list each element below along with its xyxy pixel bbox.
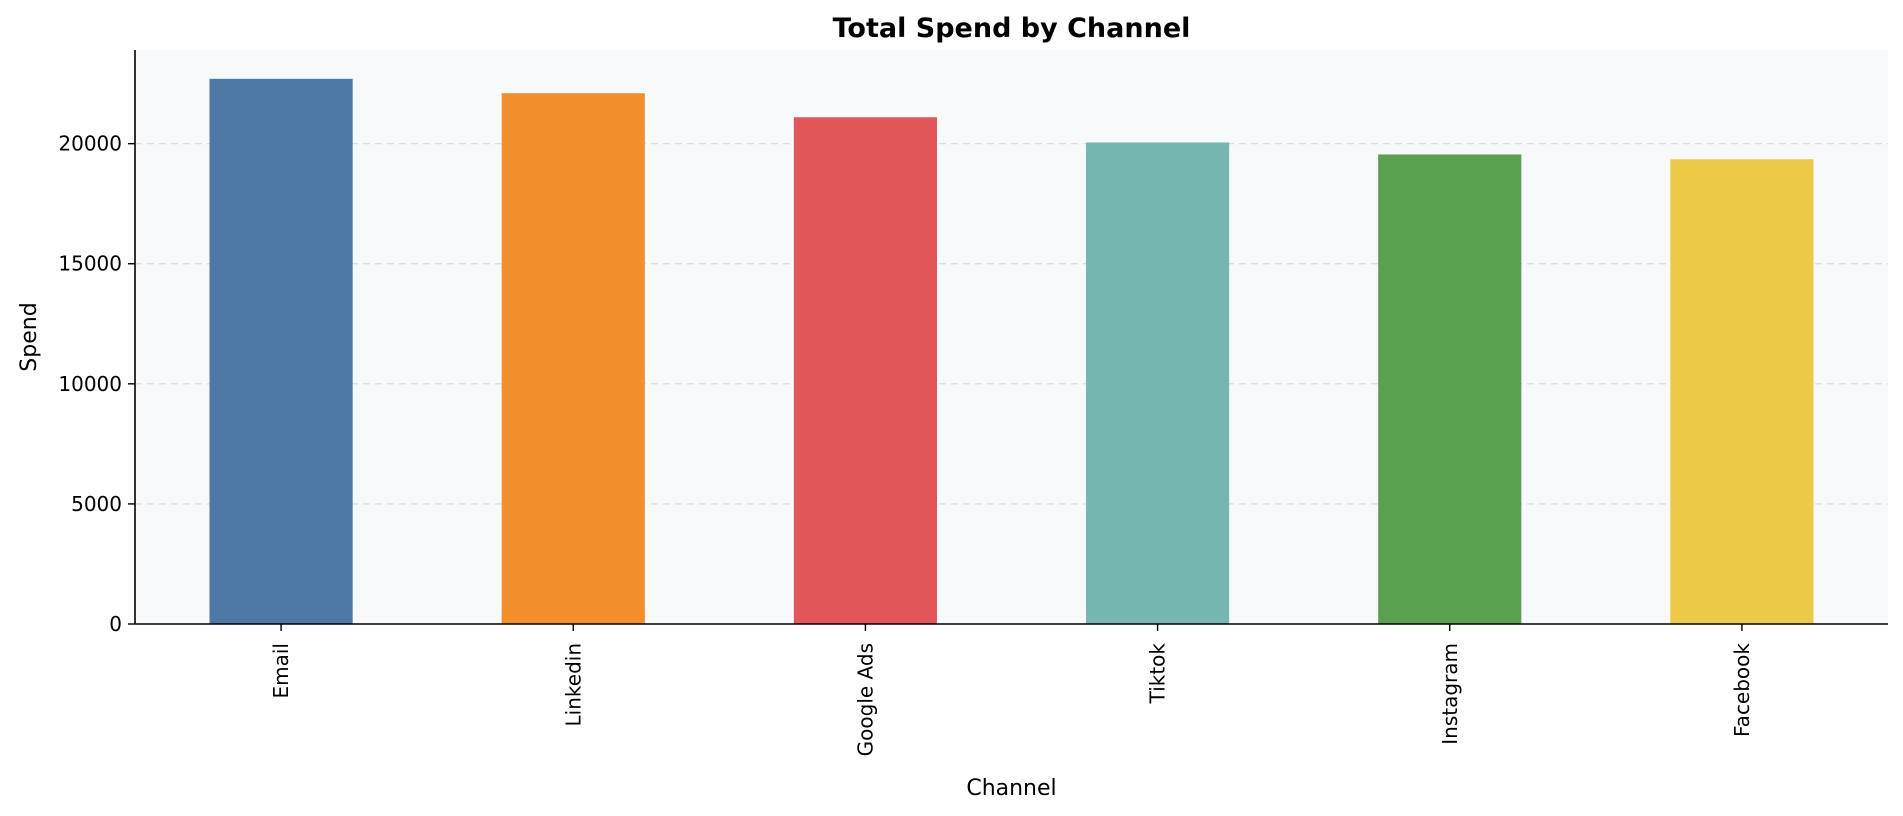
y-tick-label: 0 bbox=[109, 612, 122, 636]
x-tick-label: Tiktok bbox=[1146, 643, 1170, 705]
x-tick-label: Google Ads bbox=[853, 643, 877, 756]
x-tick-label: Facebook bbox=[1730, 643, 1754, 737]
y-tick-label: 20000 bbox=[58, 132, 122, 156]
x-axis-label: Channel bbox=[966, 776, 1056, 801]
bars bbox=[209, 78, 1814, 625]
x-tick-label: Email bbox=[269, 643, 293, 699]
axes bbox=[134, 50, 1888, 625]
bar-google-ads bbox=[793, 117, 937, 625]
bar-tiktok bbox=[1086, 142, 1230, 625]
y-tick-label: 5000 bbox=[71, 492, 122, 516]
y-axis-ticks: 0 5000 10000 15000 20000 bbox=[58, 132, 135, 636]
y-axis-label: Spend bbox=[17, 302, 42, 371]
bar-facebook bbox=[1670, 159, 1814, 624]
grid-lines bbox=[135, 143, 1888, 505]
bar-instagram bbox=[1378, 154, 1522, 624]
x-axis-ticks: Email Linkedin Google Ads Tiktok Instagram Fa… bbox=[269, 624, 1754, 756]
bar-email bbox=[209, 78, 353, 625]
x-tick-label: Linkedin bbox=[561, 643, 585, 726]
y-tick-label: 15000 bbox=[58, 252, 122, 276]
chart-title: Total Spend by Channel bbox=[833, 13, 1191, 44]
plot-background bbox=[135, 50, 1888, 624]
y-tick-label: 10000 bbox=[58, 372, 122, 396]
x-tick-label: Instagram bbox=[1438, 643, 1462, 745]
bar-linkedin bbox=[501, 93, 645, 625]
